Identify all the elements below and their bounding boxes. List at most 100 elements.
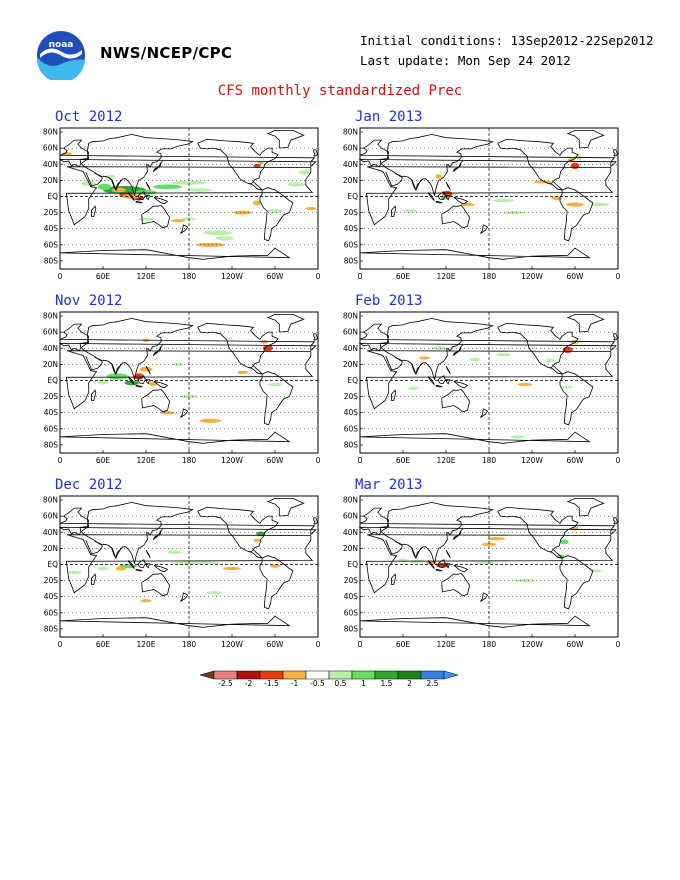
anomaly-patch <box>171 180 207 185</box>
anomaly-patch <box>133 373 144 380</box>
coastline <box>435 384 443 388</box>
coastline <box>127 376 135 385</box>
colorbar-label: 2 <box>407 679 412 688</box>
anomaly-patch <box>517 382 532 387</box>
coastline <box>91 205 97 217</box>
coastline <box>197 506 279 552</box>
coastlines <box>58 497 318 628</box>
lon-tick-label: 0 <box>316 640 321 649</box>
map-nov2012: 80N 60N 40N 20N EQ 20S 40S 60S 80S 0 60E 120E 180 120… <box>43 311 321 465</box>
coastline <box>365 534 614 594</box>
anomaly-field <box>408 339 580 439</box>
coastline <box>445 563 451 569</box>
coastline <box>153 196 169 205</box>
coastline <box>145 379 151 385</box>
lat-tick-label: 60N <box>43 512 58 521</box>
lat-tick-label: 20S <box>44 576 59 585</box>
coastline <box>358 323 617 352</box>
anomaly-patch <box>223 566 241 571</box>
coastline <box>313 149 318 157</box>
coastline <box>365 350 614 410</box>
coastline <box>427 192 435 201</box>
lon-tick-label: 60E <box>96 640 111 649</box>
anomaly-patch <box>187 188 213 192</box>
lon-tick-label: 120W <box>521 272 543 281</box>
coastline <box>358 507 617 536</box>
initial-conditions: Initial conditions: 13Sep2012-22Sep2012 <box>360 33 654 48</box>
coastlines <box>58 129 318 260</box>
panel-title: Jan 2013 <box>355 109 423 125</box>
coastline <box>497 138 579 184</box>
coastline <box>266 313 305 333</box>
coastline <box>427 376 435 385</box>
lat-tick-label: 20S <box>344 576 359 585</box>
lon-tick-label: 60W <box>567 272 585 281</box>
coastline <box>153 564 169 573</box>
lon-tick-label: 0 <box>358 640 363 649</box>
coastline <box>180 224 189 234</box>
lat-tick-label: 20S <box>344 392 359 401</box>
anomaly-patch <box>408 386 420 391</box>
coastline <box>437 375 446 385</box>
lat-tick-label: 20S <box>44 392 59 401</box>
coastline <box>559 555 594 610</box>
lon-tick-label: 60E <box>396 272 411 281</box>
colorbar-label: -2.5 <box>218 679 233 688</box>
lat-tick-label: 60S <box>344 424 359 433</box>
anomaly-patch <box>104 174 116 180</box>
coastline <box>359 247 591 260</box>
lon-tick-label: 180 <box>482 272 497 281</box>
coastline <box>445 379 451 385</box>
anomaly-patch <box>431 346 446 350</box>
coastline <box>127 560 135 569</box>
coastline <box>437 191 446 201</box>
lat-tick-label: 80N <box>343 312 358 321</box>
anomaly-patch <box>545 358 555 362</box>
anomaly-patch <box>124 380 139 386</box>
anomaly-patch <box>97 183 111 191</box>
coastlines <box>58 313 318 444</box>
lat-tick-label: 40N <box>43 344 58 353</box>
coastline <box>59 615 291 628</box>
lat-tick-label: 80N <box>43 312 58 321</box>
colorbar-label: 1.5 <box>381 679 393 688</box>
anomaly-patch <box>253 538 261 542</box>
anomaly-patch <box>233 210 252 215</box>
anomaly-patch <box>111 187 126 193</box>
lon-tick-label: 0 <box>316 456 321 465</box>
panel-title: Mar 2013 <box>355 477 423 493</box>
coastline <box>259 555 294 610</box>
svg-text:noaa: noaa <box>49 40 74 50</box>
lon-tick-label: 0 <box>316 272 321 281</box>
anomaly-patch <box>269 564 281 568</box>
colorbar: -2.5 -2 -1.5 -1 -0.5 0.5 1 1.5 2 2.5 <box>200 670 459 688</box>
coastline <box>497 506 579 552</box>
coastline <box>65 166 314 226</box>
anomaly-patch <box>267 382 283 387</box>
coastline <box>359 431 591 444</box>
anomaly-patch <box>305 206 317 211</box>
coastline <box>65 350 314 410</box>
anomaly-patch <box>419 356 430 360</box>
coastline <box>85 356 103 371</box>
coastline <box>391 205 397 217</box>
anomaly-patch <box>487 537 506 541</box>
anomaly-patch <box>81 181 96 187</box>
anomaly-patch <box>559 539 569 545</box>
coastline <box>135 200 143 204</box>
lat-tick-label: 60N <box>343 512 358 521</box>
coastline <box>59 431 291 444</box>
coastline <box>65 534 314 594</box>
colorbar-segment <box>420 670 445 680</box>
coastline <box>385 356 403 371</box>
lon-tick-label: 120W <box>221 272 243 281</box>
anomaly-patch <box>153 184 182 190</box>
panel-nov2012: Nov 2012 80N 60N 40N 20N EQ 20S 40S 60S 80S 0 60E 1… <box>43 293 330 466</box>
coastline <box>453 380 469 389</box>
coastline <box>197 322 279 368</box>
lat-tick-label: 40S <box>44 224 59 233</box>
lat-tick-label: 40N <box>343 344 358 353</box>
lon-tick-label: 120E <box>136 272 155 281</box>
coastline <box>427 560 435 569</box>
lat-tick-label: 80S <box>44 440 59 449</box>
